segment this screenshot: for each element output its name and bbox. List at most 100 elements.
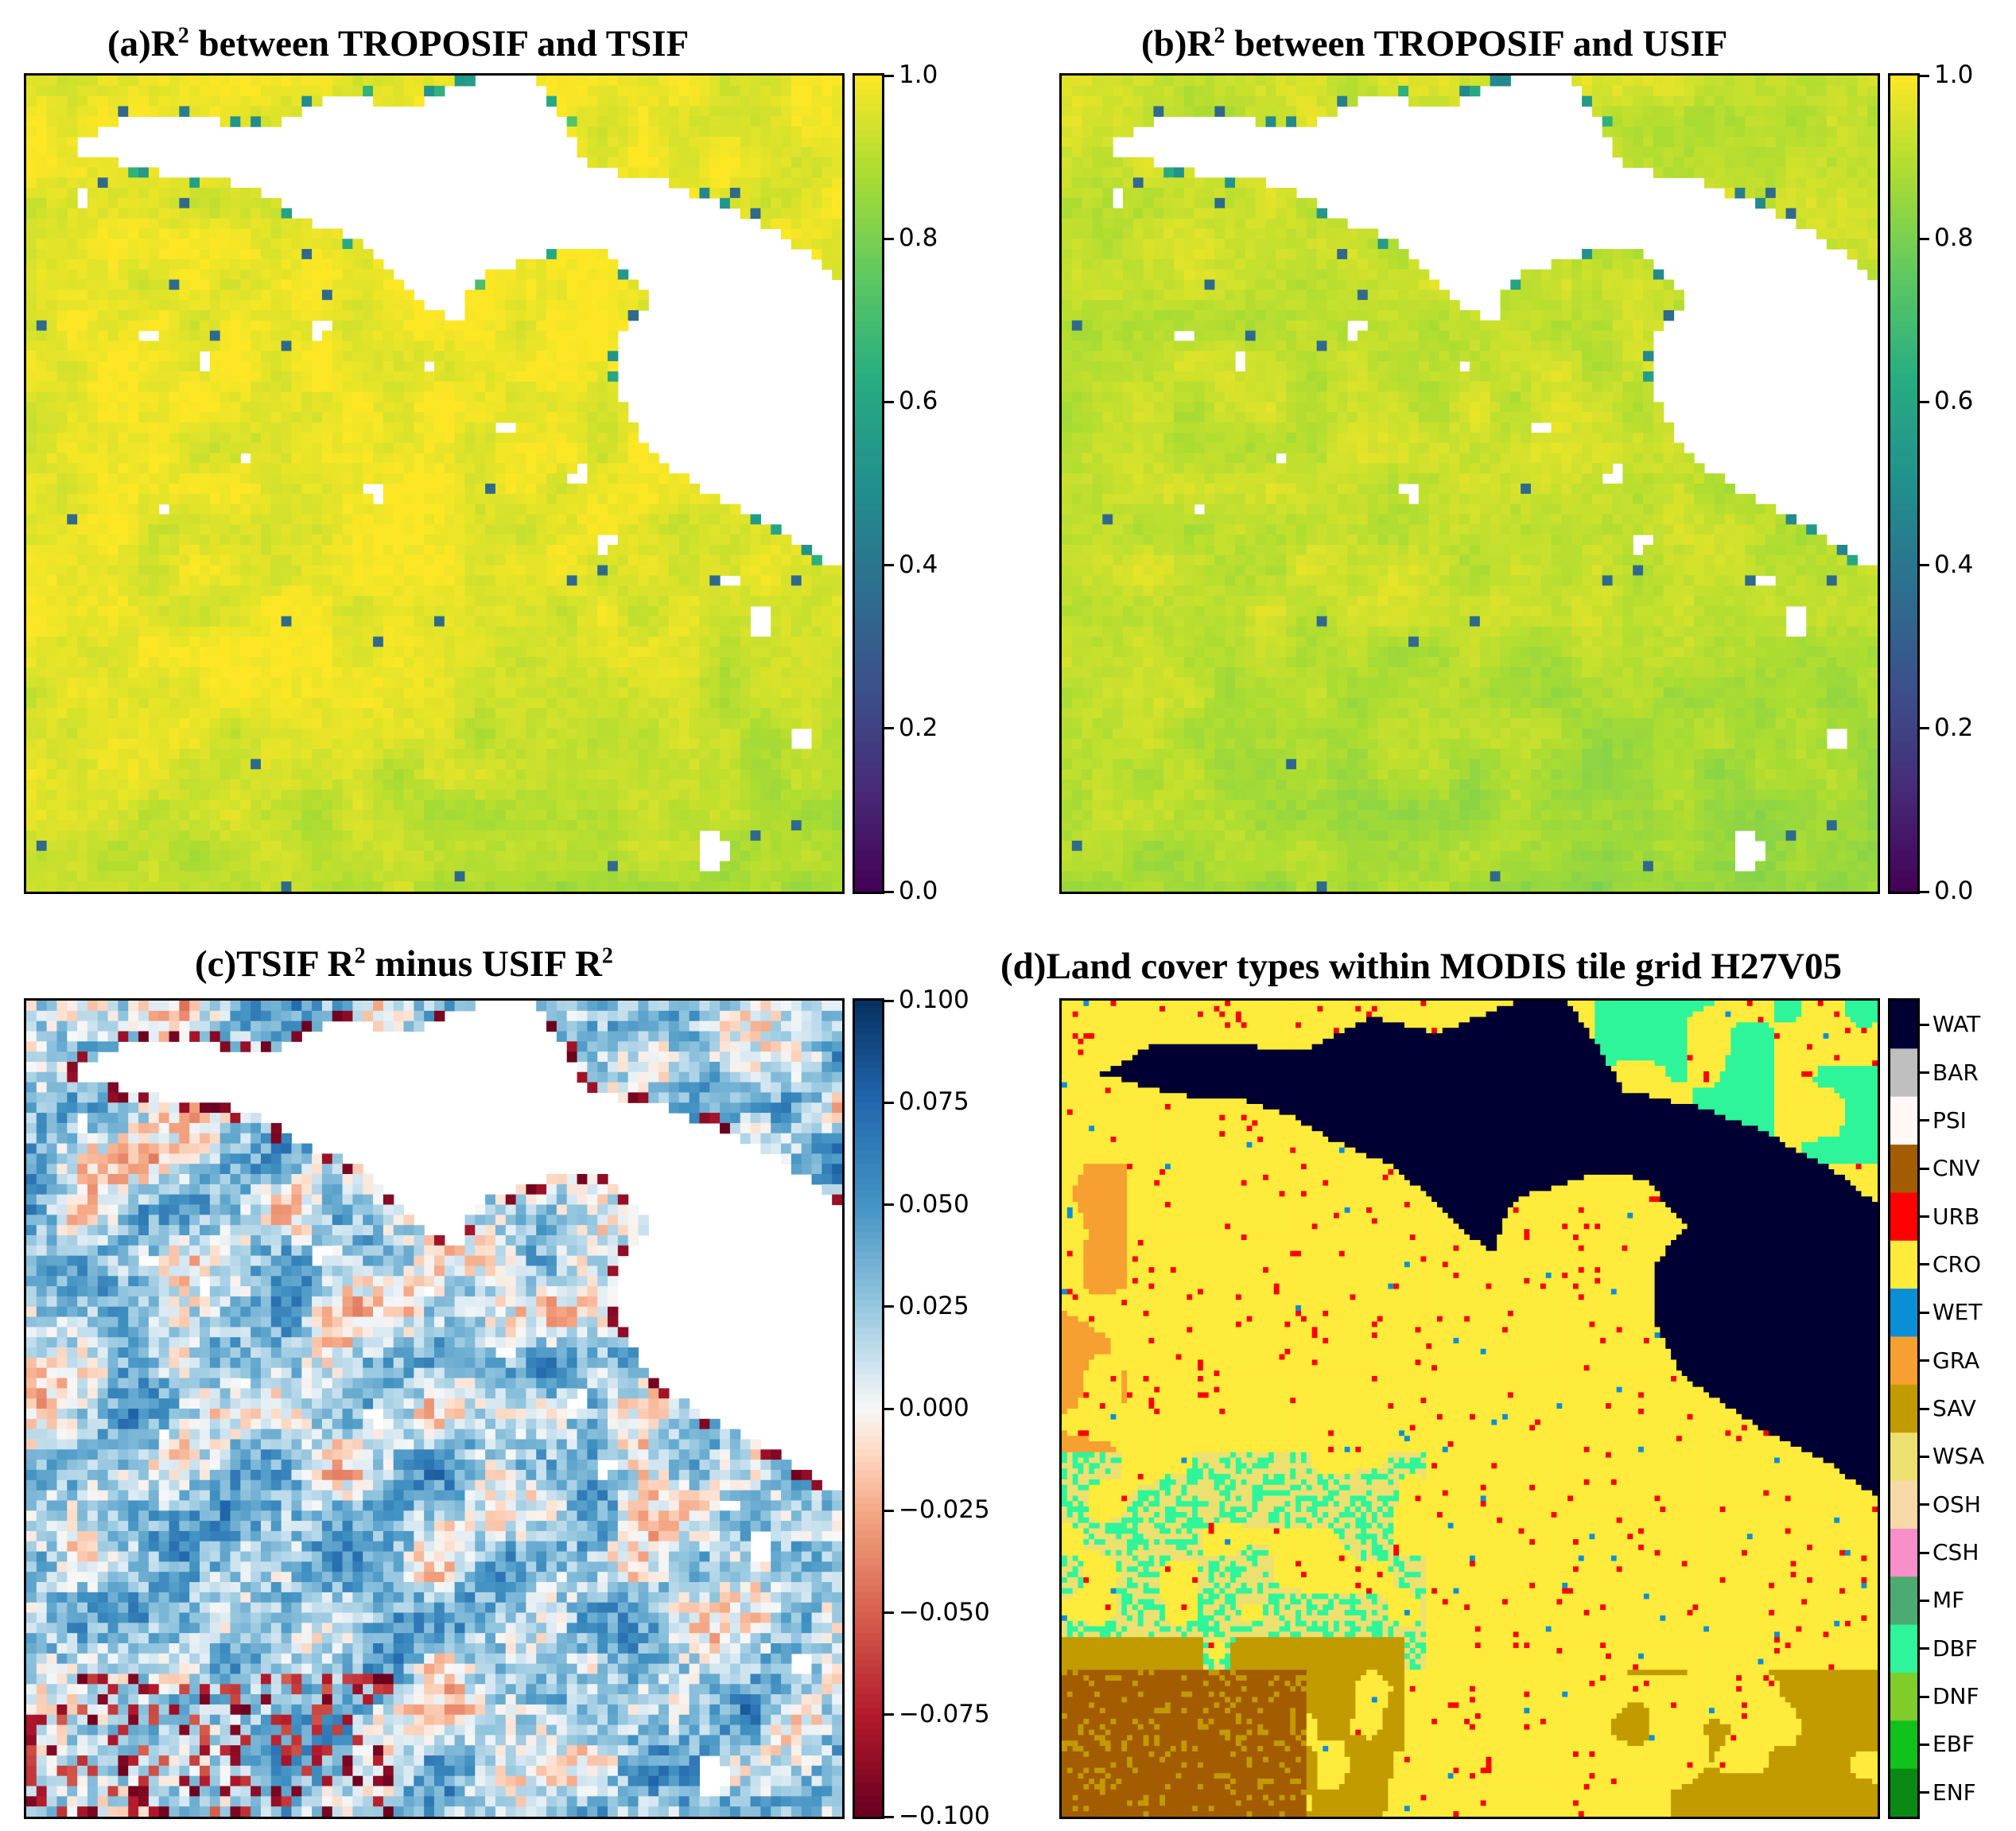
raster-cell (209, 320, 221, 332)
raster-cell (301, 269, 313, 281)
raster-cell (332, 351, 344, 362)
raster-cell (281, 391, 293, 402)
raster-cell (577, 565, 588, 577)
raster-cell (158, 667, 170, 678)
raster-cell (321, 279, 333, 290)
raster-cell (790, 167, 802, 178)
raster-cell (352, 484, 363, 495)
raster-cell (321, 596, 333, 607)
raster-cell (709, 106, 721, 117)
raster-cell (689, 728, 701, 740)
raster-cell (77, 484, 88, 495)
raster-cell (36, 126, 48, 138)
raster-cell (46, 351, 58, 362)
raster-cell (87, 830, 99, 842)
raster-cell (260, 769, 272, 780)
raster-cell (485, 636, 496, 647)
raster-cell (729, 708, 741, 719)
raster-cell (36, 585, 48, 597)
raster-cell (373, 677, 384, 689)
raster-cell (200, 503, 211, 515)
raster-cell (67, 381, 78, 393)
raster-cell (608, 575, 619, 586)
raster-cell (321, 381, 333, 393)
raster-cell (373, 524, 384, 535)
raster-cell (77, 789, 88, 801)
raster-cell (383, 810, 394, 821)
raster-cell (169, 279, 180, 290)
raster-cell (118, 616, 129, 628)
raster-cell (67, 616, 78, 628)
raster-cell (608, 381, 619, 393)
raster-cell (270, 473, 282, 484)
raster-cell (260, 76, 272, 87)
raster-cell (200, 402, 211, 413)
raster-cell (577, 810, 588, 821)
raster-cell (128, 769, 139, 780)
raster-cell (526, 850, 537, 862)
raster-cell (219, 799, 231, 811)
raster-cell (107, 402, 119, 413)
raster-cell (363, 779, 374, 791)
raster-cell (107, 442, 119, 454)
raster-cell (678, 748, 690, 760)
raster-cell (301, 861, 313, 872)
raster-cell (648, 85, 659, 97)
raster-cell (107, 463, 119, 474)
raster-cell (56, 116, 68, 127)
raster-cell (689, 850, 701, 862)
raster-cell (740, 524, 752, 535)
raster-cell (475, 605, 486, 617)
raster-cell (475, 442, 486, 454)
raster-cell (138, 871, 150, 882)
raster-cell (546, 677, 557, 689)
raster-cell (475, 830, 486, 842)
raster-cell (790, 667, 802, 678)
raster-cell (832, 126, 842, 138)
raster-cell (107, 473, 119, 484)
raster-cell (281, 85, 293, 97)
raster-cell (658, 514, 670, 525)
raster-cell (495, 596, 507, 607)
raster-cell (454, 442, 466, 454)
raster-cell (771, 810, 782, 821)
raster-cell (403, 861, 414, 872)
raster-cell (587, 493, 598, 505)
raster-cell (240, 769, 251, 780)
raster-cell (209, 677, 221, 689)
raster-cell (240, 799, 251, 811)
raster-cell (301, 279, 313, 290)
raster-cell (536, 677, 547, 689)
raster-cell (434, 309, 445, 321)
raster-cell (597, 249, 608, 260)
raster-cell (485, 351, 496, 362)
raster-cell (128, 820, 139, 831)
raster-cell (740, 636, 752, 647)
raster-cell (556, 554, 568, 566)
raster-cell (515, 290, 527, 301)
raster-cell (822, 259, 833, 270)
raster-cell (332, 493, 344, 505)
raster-cell (260, 269, 272, 281)
raster-cell (97, 514, 109, 525)
raster-cell (189, 422, 200, 433)
raster-cell (414, 636, 425, 647)
raster-cell (515, 708, 527, 719)
raster-cell (118, 524, 129, 535)
raster-cell (536, 799, 547, 811)
raster-cell (485, 361, 496, 372)
raster-cell (699, 657, 710, 668)
raster-cell (577, 381, 588, 393)
raster-cell (138, 759, 150, 770)
raster-cell (546, 769, 557, 780)
raster-cell (699, 698, 710, 709)
raster-cell (281, 463, 293, 474)
raster-cell (56, 850, 68, 862)
raster-cell (597, 667, 608, 678)
raster-cell (383, 596, 394, 607)
raster-cell (689, 116, 701, 127)
raster-cell (158, 626, 170, 637)
raster-cell (77, 453, 88, 464)
raster-cell (617, 269, 629, 281)
raster-cell (251, 484, 262, 495)
